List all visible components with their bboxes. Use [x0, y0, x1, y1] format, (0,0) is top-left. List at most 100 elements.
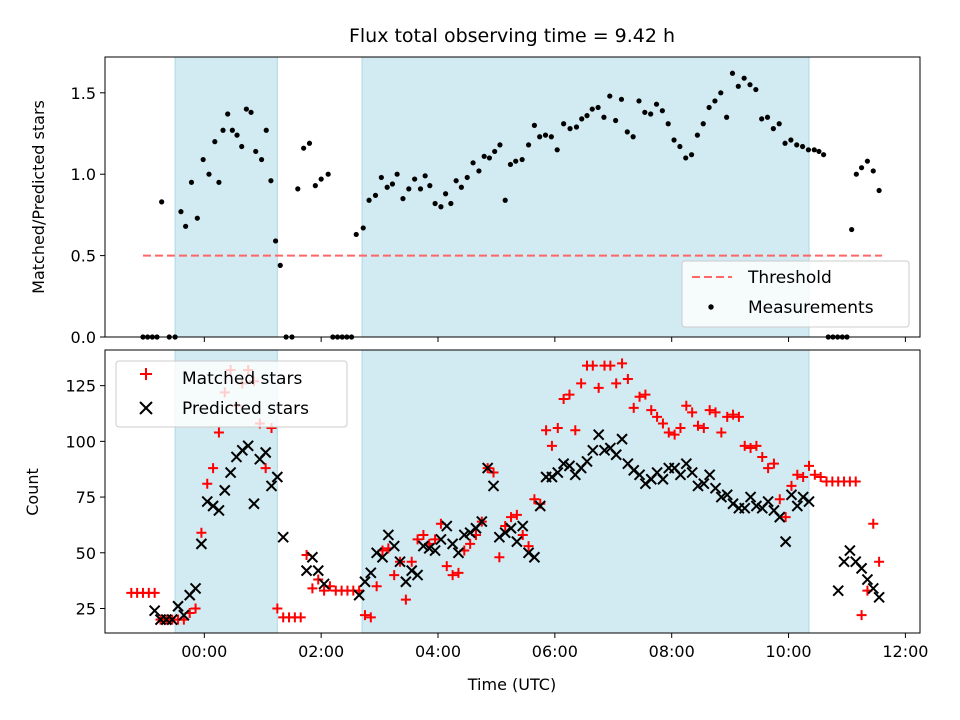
bottom-axes-frame: [104, 349, 921, 634]
matched-point: [663, 427, 674, 438]
measurement-point: [718, 90, 724, 96]
matched-point: [319, 585, 330, 596]
measurement-point: [372, 192, 379, 198]
predicted-point: [376, 551, 389, 563]
measurement-point: [464, 174, 470, 181]
measurement-point: [799, 143, 806, 150]
matched-point: [295, 612, 306, 623]
predicted-point: [148, 605, 161, 617]
measurement-point: [400, 196, 406, 202]
top-legend: Threshold Measurements: [681, 260, 910, 328]
measurement-point: [443, 191, 449, 197]
matched-point: [511, 509, 522, 520]
predicted-point: [698, 477, 710, 490]
predicted-point: [195, 538, 208, 550]
measurement-point: [724, 114, 730, 120]
measurement-point: [353, 231, 359, 238]
matched-point: [564, 389, 575, 400]
predicted-point: [219, 484, 231, 497]
top-y-axis-label: Matched/Predicted stars: [29, 100, 48, 294]
x-tick-label: 12:00: [882, 642, 928, 661]
predicted-point: [511, 535, 523, 548]
bottom-legend-box: [115, 360, 348, 428]
measurement-point: [636, 98, 642, 104]
chart-title: Flux total observing time = 9.42 h: [349, 25, 675, 47]
predicted-point: [265, 480, 278, 492]
measurement-point: [159, 199, 165, 205]
matched-point: [774, 494, 785, 505]
measurement-point: [301, 145, 307, 151]
x-tick-label: 06:00: [532, 642, 578, 661]
predicted-point: [657, 473, 669, 485]
predicted-point: [791, 500, 804, 512]
measurement-point: [417, 186, 424, 192]
measurement-point: [864, 158, 871, 164]
measurement-point: [706, 104, 712, 111]
predicted-point: [213, 504, 225, 517]
matched-point: [611, 378, 622, 389]
matched-point: [196, 527, 207, 538]
predicted-point: [762, 495, 774, 508]
predicted-point: [552, 466, 564, 479]
measurement-point: [183, 223, 189, 229]
measurement-point: [507, 161, 514, 168]
measurement-point: [384, 184, 390, 190]
matched-point: [453, 567, 464, 578]
matched-point: [798, 472, 809, 483]
matched-point: [698, 422, 709, 433]
measurement-point: [700, 121, 706, 127]
predicted-point: [300, 564, 313, 577]
predicted-point: [633, 469, 646, 481]
measurement-point: [770, 126, 776, 132]
top-x-ticks: [203, 337, 906, 342]
measurement-point: [584, 113, 590, 119]
measurement-point: [853, 171, 859, 177]
measurement-point: [188, 179, 195, 185]
matched-point: [517, 529, 528, 540]
measurement-point: [486, 155, 493, 161]
measurement-point: [607, 93, 613, 99]
measurement-point: [764, 114, 771, 120]
predicted-point: [616, 433, 628, 445]
predicted-point: [178, 609, 190, 621]
measurement-point: [453, 178, 459, 184]
matched-point: [640, 389, 651, 400]
predicted-point: [312, 564, 324, 577]
matched-point: [576, 378, 587, 389]
y-tick-label: 25: [76, 599, 96, 618]
measurement-point: [295, 186, 301, 192]
measurement-point: [618, 96, 625, 102]
observing-window-0: [174, 56, 278, 338]
bottom-y-axis-label: Count: [23, 468, 42, 516]
y-tick-label: 125: [65, 377, 96, 396]
measurement-point: [513, 158, 519, 164]
x-axis-label: Time (UTC): [467, 675, 556, 694]
measurement-point: [481, 153, 487, 159]
measurement-point: [212, 139, 218, 145]
measurement-point: [821, 152, 827, 158]
predicted-point: [744, 491, 757, 503]
measurement-point: [325, 171, 331, 177]
x-tick-label: 10:00: [765, 642, 811, 661]
measurement-point: [567, 126, 573, 132]
measurement-point: [659, 108, 665, 114]
measurement-point: [263, 127, 269, 133]
matched-point: [710, 407, 721, 418]
measurement-point: [642, 109, 648, 115]
top-y-ticks: 0.0 0.5 1.0 1.5: [71, 84, 105, 347]
x-tick-label: 04:00: [415, 642, 461, 661]
measurement-point: [253, 148, 259, 155]
measurement-point: [406, 186, 412, 192]
measurement-point: [492, 148, 498, 155]
measurement-point: [542, 132, 549, 138]
ratio-panel: 0.0 0.5 1.0 1.5 Matched/Predicted stars Thr…: [29, 56, 921, 347]
measurement-point: [360, 225, 366, 231]
matched-point: [634, 391, 645, 402]
matched-point: [716, 427, 727, 438]
measurement-point: [794, 142, 800, 148]
matched-point: [763, 463, 774, 474]
measurement-point: [220, 127, 226, 133]
measurement-point: [438, 204, 444, 210]
matched-point: [692, 420, 703, 431]
matched-point: [272, 603, 283, 614]
